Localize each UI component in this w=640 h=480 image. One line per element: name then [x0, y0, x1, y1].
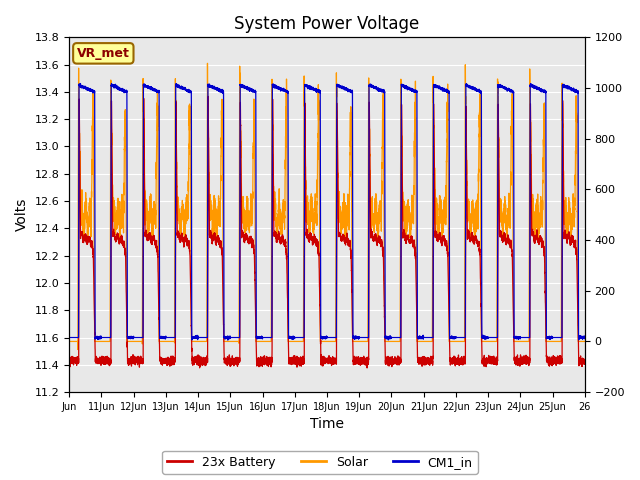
X-axis label: Time: Time [310, 418, 344, 432]
Legend: 23x Battery, Solar, CM1_in: 23x Battery, Solar, CM1_in [163, 451, 477, 474]
Text: VR_met: VR_met [77, 47, 130, 60]
Title: System Power Voltage: System Power Voltage [234, 15, 420, 33]
Y-axis label: Volts: Volts [15, 198, 29, 231]
